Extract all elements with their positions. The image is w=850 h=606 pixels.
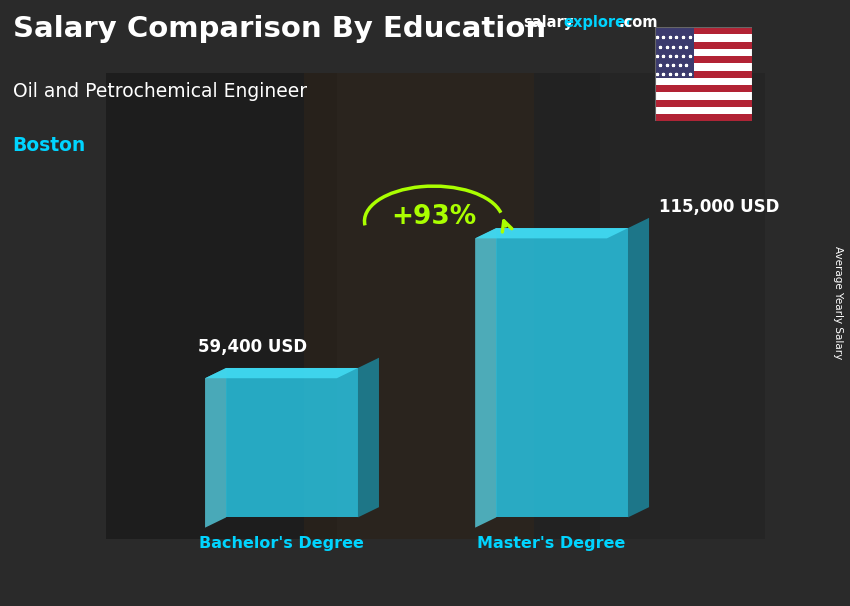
Bar: [304, 73, 535, 539]
Text: Bachelor's Degree: Bachelor's Degree: [199, 536, 364, 551]
Polygon shape: [226, 368, 358, 518]
Polygon shape: [628, 218, 649, 518]
Text: salary: salary: [523, 15, 573, 30]
Text: Average Yearly Salary: Average Yearly Salary: [833, 247, 843, 359]
Bar: [654, 64, 752, 71]
Bar: [600, 73, 765, 539]
Text: +93%: +93%: [391, 204, 476, 230]
Polygon shape: [475, 228, 496, 528]
Bar: [654, 99, 752, 107]
Bar: [654, 71, 752, 78]
Text: 115,000 USD: 115,000 USD: [659, 198, 779, 216]
Text: 59,400 USD: 59,400 USD: [198, 338, 308, 356]
Bar: [654, 42, 752, 49]
Text: Master's Degree: Master's Degree: [478, 536, 626, 551]
Bar: [654, 49, 752, 56]
Bar: [654, 27, 752, 35]
Text: Oil and Petrochemical Engineer: Oil and Petrochemical Engineer: [13, 82, 307, 101]
Polygon shape: [358, 358, 379, 518]
Polygon shape: [496, 228, 628, 518]
Bar: [654, 114, 752, 121]
Bar: [654, 85, 752, 92]
Bar: [654, 27, 694, 78]
Text: Salary Comparison By Education: Salary Comparison By Education: [13, 15, 546, 43]
Polygon shape: [205, 368, 226, 528]
Polygon shape: [205, 368, 358, 378]
Text: explorer: explorer: [564, 15, 633, 30]
Text: Boston: Boston: [13, 136, 86, 155]
Polygon shape: [475, 228, 628, 238]
Bar: [654, 35, 752, 42]
Text: .com: .com: [619, 15, 658, 30]
Polygon shape: [337, 358, 379, 378]
Bar: [654, 92, 752, 99]
Bar: [654, 78, 752, 85]
Bar: [654, 56, 752, 64]
Bar: [106, 73, 337, 539]
Polygon shape: [607, 218, 649, 238]
Bar: [654, 107, 752, 114]
